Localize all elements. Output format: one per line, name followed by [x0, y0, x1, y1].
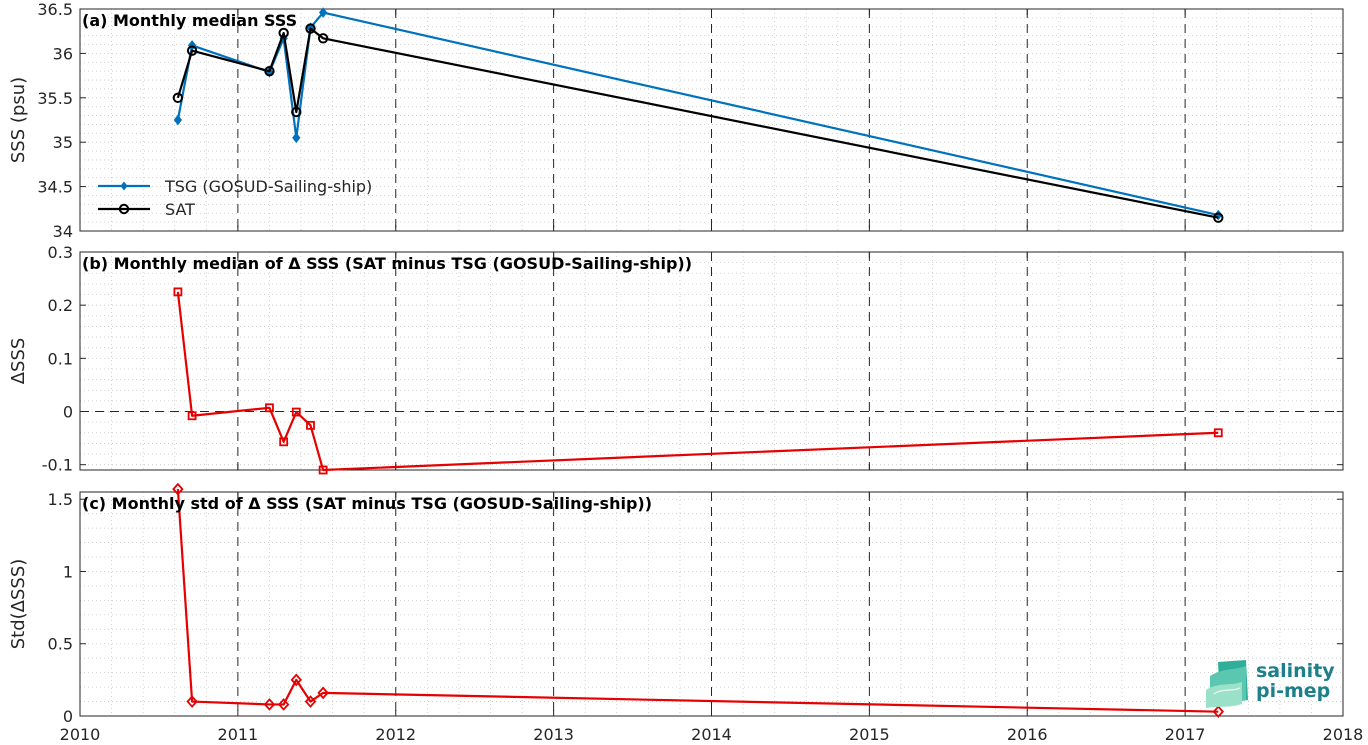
y-tick-label: 34	[53, 222, 73, 241]
y-axis: 34 34.5 35 35.5 36 36.5	[37, 0, 1343, 241]
y-tick-label: 1.5	[48, 490, 73, 509]
series-line	[176, 27, 1219, 219]
legend: TSG (GOSUD-Sailing-ship) SAT	[98, 177, 372, 219]
data-point	[173, 114, 183, 126]
logo-line1: salinity	[1256, 660, 1335, 682]
x-tick-label: 2010	[60, 725, 101, 744]
data-point	[318, 465, 328, 475]
logo-wave-icon	[1206, 660, 1248, 708]
panel-2: -0.1 0 0.1 0.2 0.3 ΔSSS (b) Monthly median of …	[8, 243, 1344, 475]
y-axis-label: Std(ΔSSS)	[8, 559, 29, 650]
panel-title: (c) Monthly std of Δ SSS (SAT minus TSG …	[82, 494, 652, 513]
x-tick-label: 2013	[533, 725, 574, 744]
x-tick-label: 2017	[1165, 725, 1206, 744]
data-point	[290, 673, 302, 687]
y-tick-label: 35.5	[37, 89, 73, 108]
y-tick-label: 0.1	[48, 349, 73, 368]
data-point	[279, 437, 289, 447]
x-tick-label: 2018	[1323, 725, 1364, 744]
year-gridlines	[237, 9, 1186, 231]
panel-title: (b) Monthly median of Δ SSS (SAT minus T…	[82, 254, 692, 273]
y-tick-label: -0.1	[42, 456, 73, 475]
y-tick-label: 0.2	[48, 296, 73, 315]
y-tick-label: 0	[63, 403, 73, 422]
y-axis: 0 0.5 1 1.5	[48, 490, 1343, 726]
y-tick-label: 0	[63, 707, 73, 726]
data-point	[291, 106, 302, 118]
data-point	[305, 23, 316, 34]
data-point	[291, 407, 301, 417]
data-point	[172, 92, 184, 104]
data-point	[306, 420, 315, 430]
x-tick-label: 2011	[218, 725, 259, 744]
data-point	[263, 698, 276, 711]
data-point	[317, 686, 329, 700]
y-axis-label: SSS (psu)	[8, 77, 29, 163]
data-point	[318, 7, 328, 18]
minor-grid	[80, 492, 1343, 717]
series-2	[172, 23, 1224, 223]
y-tick-label: 34.5	[37, 178, 73, 197]
data-point	[317, 33, 329, 44]
y-tick-label: 36	[53, 44, 73, 63]
y-axis-label: ΔSSS	[8, 338, 29, 385]
data-point	[292, 132, 301, 144]
legend-label: SAT	[165, 200, 195, 219]
data-point	[278, 27, 289, 39]
y-tick-label: 1	[63, 562, 73, 581]
data-point	[1213, 428, 1223, 438]
data-point	[265, 403, 274, 413]
x-tick-label: 2015	[849, 725, 890, 744]
panel-title: (a) Monthly median SSS	[82, 11, 297, 30]
x-tick-label: 2016	[1007, 725, 1048, 744]
series-1	[173, 287, 1223, 475]
data-point	[172, 482, 184, 496]
panel-1: 34 34.5 35 35.5 36 36.5 SSS (psu) (a) Monthly m…	[8, 0, 1344, 241]
data-point	[1212, 705, 1224, 719]
legend-label: TSG (GOSUD-Sailing-ship)	[164, 177, 372, 196]
data-point	[173, 287, 183, 297]
logo-line2: pi-mep	[1256, 680, 1330, 702]
y-tick-label: 35	[53, 133, 73, 152]
data-point	[304, 695, 317, 708]
series-line	[176, 291, 1219, 472]
legend-marker	[120, 181, 128, 191]
year-gridlines	[237, 492, 1186, 716]
salinity-pi-mep-logo: salinity pi-mep	[1206, 660, 1335, 708]
series-1	[172, 482, 1224, 719]
x-axis	[79, 9, 1344, 231]
y-tick-label: 0.5	[48, 635, 73, 654]
x-axis: 2010 2011 2012 2013 2014 2015 2016 2017 2018	[60, 492, 1364, 744]
data-point	[264, 65, 275, 77]
y-tick-label: 36.5	[37, 0, 73, 19]
y-tick-label: 0.3	[48, 243, 73, 262]
panel-3: 0 0.5 1 1.5 2010 2011 2012 2013 2014 2015 2016 2017…	[8, 482, 1364, 744]
data-point	[186, 45, 198, 56]
x-tick-label: 2014	[691, 725, 732, 744]
y-axis: -0.1 0 0.1 0.2 0.3	[42, 243, 1343, 475]
data-point	[187, 411, 197, 421]
x-tick-label: 2012	[375, 725, 416, 744]
data-point	[277, 698, 290, 711]
data-point	[1213, 212, 1224, 223]
data-point	[186, 695, 198, 708]
legend-marker	[118, 203, 130, 215]
